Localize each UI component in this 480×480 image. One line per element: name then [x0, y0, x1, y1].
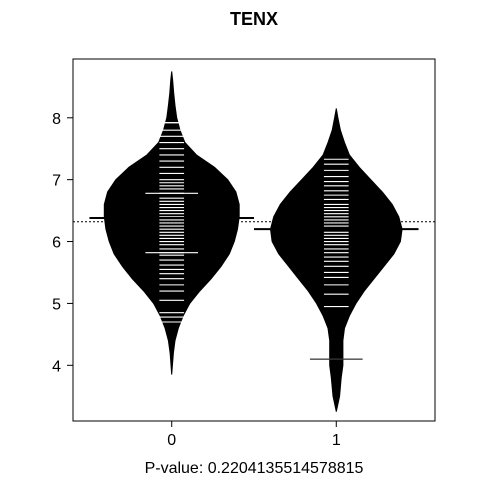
plot-frame [72, 58, 436, 422]
y-tick-label-6: 6 [52, 235, 61, 252]
y-tick-label-8: 8 [52, 111, 61, 128]
x-tick-label-1: 1 [332, 432, 341, 449]
y-tick-label-4: 4 [52, 358, 61, 375]
bean-group-1 [254, 108, 419, 412]
bean-density-1 [269, 108, 403, 412]
y-tick-label-7: 7 [52, 173, 61, 190]
bean-group-0 [89, 71, 254, 375]
x-tick-label-0: 0 [167, 432, 176, 449]
x-axis-label: P-value: 0.2204135514578815 [145, 460, 364, 477]
y-tick-label-5: 5 [52, 296, 61, 313]
chart-title: TENX [230, 9, 278, 29]
